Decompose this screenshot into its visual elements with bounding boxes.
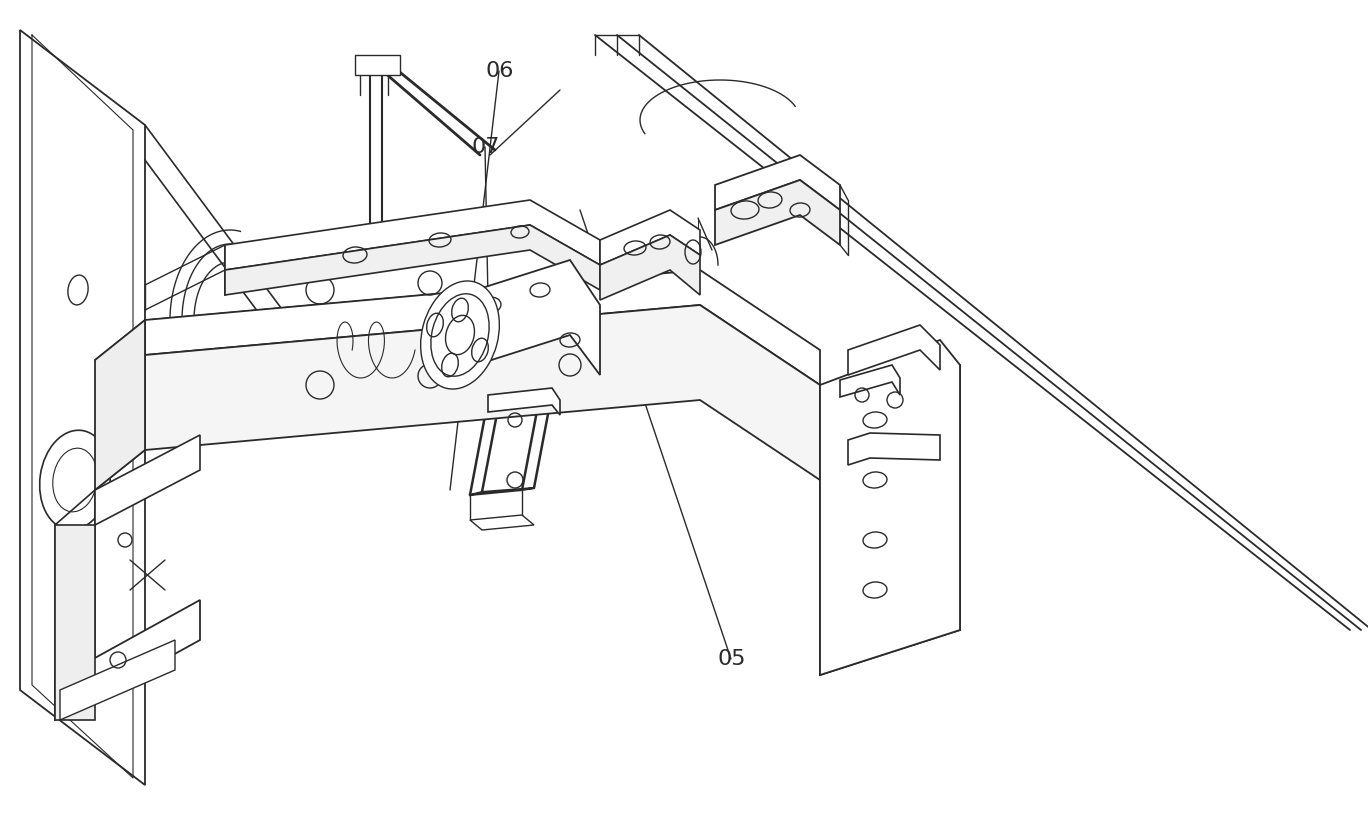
Polygon shape — [819, 340, 960, 675]
Polygon shape — [224, 225, 601, 295]
Polygon shape — [94, 320, 145, 490]
Polygon shape — [715, 155, 840, 210]
Text: 05: 05 — [718, 649, 746, 669]
Polygon shape — [94, 435, 200, 525]
Polygon shape — [848, 325, 940, 375]
Polygon shape — [55, 600, 200, 720]
Polygon shape — [145, 270, 819, 385]
Text: 06: 06 — [486, 61, 513, 81]
Text: 07: 07 — [472, 137, 499, 157]
Ellipse shape — [420, 281, 499, 389]
Polygon shape — [840, 365, 900, 397]
Polygon shape — [145, 305, 819, 480]
Polygon shape — [224, 200, 601, 270]
Polygon shape — [601, 210, 700, 265]
Polygon shape — [715, 180, 840, 245]
Polygon shape — [460, 260, 601, 375]
Polygon shape — [60, 640, 175, 720]
Polygon shape — [21, 30, 145, 785]
Polygon shape — [471, 515, 534, 530]
Polygon shape — [55, 525, 94, 720]
Polygon shape — [488, 388, 560, 415]
Polygon shape — [356, 55, 399, 75]
Polygon shape — [848, 433, 940, 465]
Polygon shape — [601, 235, 700, 300]
